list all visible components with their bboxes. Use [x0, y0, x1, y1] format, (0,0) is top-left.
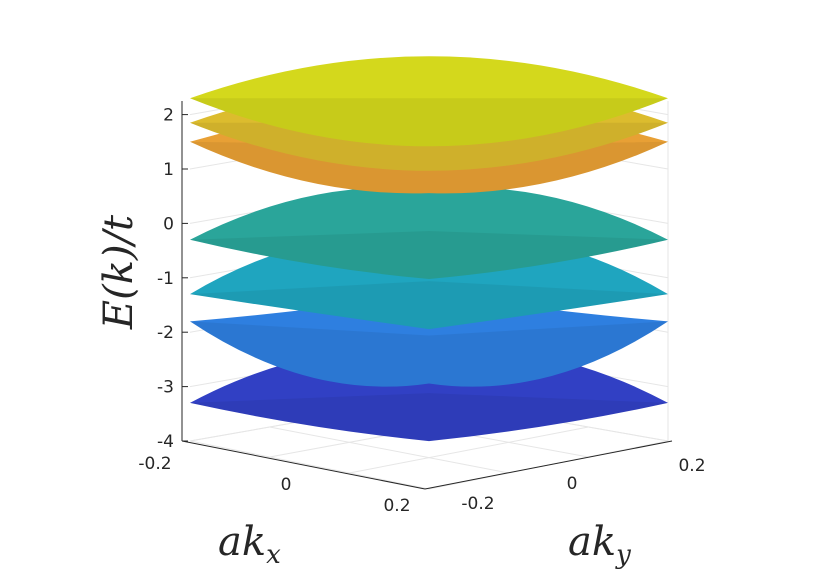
floor-grid-line [349, 426, 589, 474]
y-tick-label: 0 [567, 474, 578, 494]
x-tick-label: 0 [281, 475, 292, 495]
x-tick-label: -0.2 [138, 454, 171, 474]
axes [181, 101, 673, 490]
x-axis-label-sub: x [266, 540, 281, 570]
z-tick-label: -1 [157, 269, 174, 289]
tick-labels: 210-1-2-3-4-0.200.2 -0.200.2 [138, 106, 705, 516]
x-tick-label: 0.2 [383, 496, 410, 516]
z-tick-label: -3 [157, 378, 174, 398]
z-tick-label: -4 [157, 432, 174, 452]
z-tick-label: -2 [157, 323, 174, 343]
band-shade [190, 281, 668, 330]
band-surface [190, 293, 668, 387]
band-fill [190, 293, 668, 387]
energy-band-surfaces [190, 56, 668, 442]
z-tick-label: 1 [163, 160, 174, 180]
z-tick-label: 2 [163, 106, 174, 126]
z-tick-label: 0 [163, 214, 174, 234]
z-axis-label: E(k)/t [96, 214, 142, 330]
band-shade [190, 393, 668, 442]
x-axis-label-main: ak [218, 519, 266, 565]
y-axis-label: aky [568, 519, 631, 570]
band-shade [190, 122, 668, 171]
x-axis-line [181, 440, 426, 490]
y-axis-label-sub: y [615, 540, 631, 570]
y-tick-label: -0.2 [461, 494, 494, 514]
floor-grid-line [269, 426, 509, 474]
band-surface [190, 56, 668, 147]
y-tick-label: 0.2 [678, 456, 705, 476]
band-fill [190, 56, 668, 147]
y-axis-line [424, 440, 673, 490]
x-axis-label: akx [218, 519, 281, 570]
band-shade [190, 231, 668, 280]
band-fill [190, 187, 668, 280]
y-axis-label-main: ak [568, 519, 616, 565]
band-surface [190, 187, 668, 280]
band-shade [190, 98, 668, 147]
band-shade [190, 321, 668, 387]
